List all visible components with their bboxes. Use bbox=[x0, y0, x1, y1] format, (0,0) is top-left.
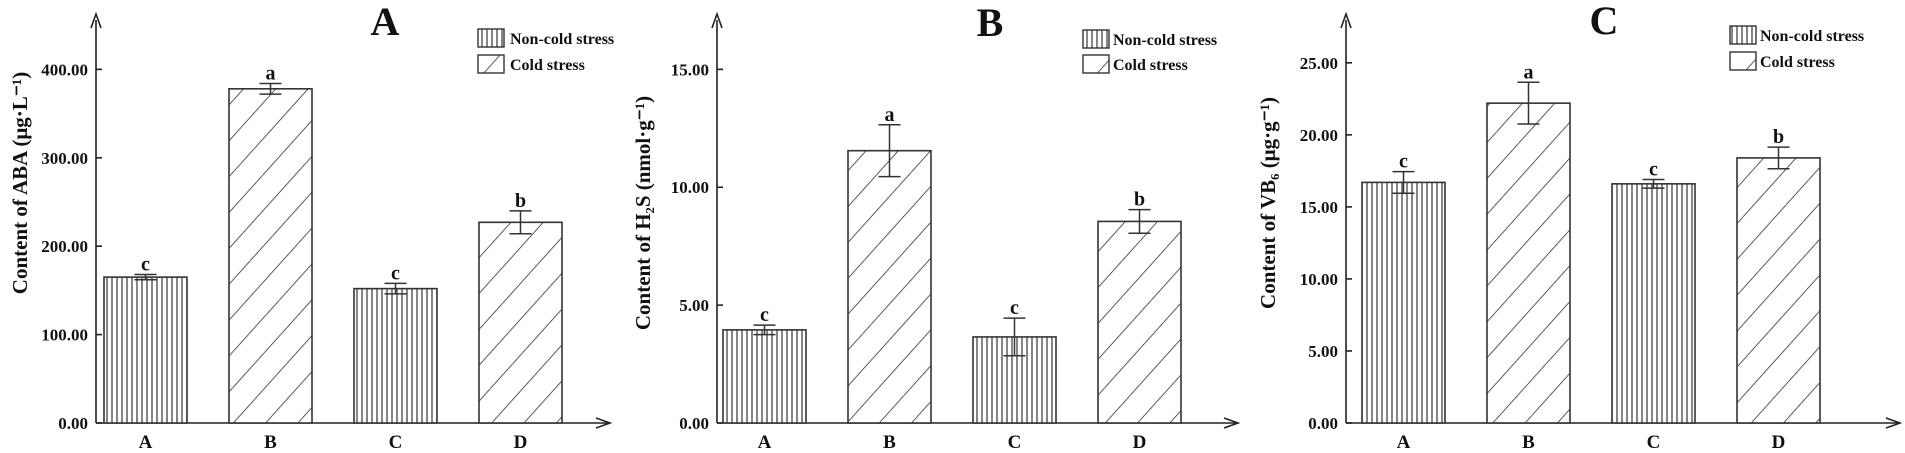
panel-title: A bbox=[371, 0, 400, 44]
significance-label: c bbox=[1399, 151, 1408, 173]
y-tick-label: 100.00 bbox=[41, 326, 88, 345]
y-tick-label: 400.00 bbox=[41, 60, 88, 79]
x-tick-label: B bbox=[1522, 432, 1535, 453]
bar-C bbox=[353, 287, 438, 424]
significance-label: c bbox=[1010, 297, 1019, 319]
y-tick-label: 200.00 bbox=[41, 237, 88, 256]
y-tick-label: 0.00 bbox=[679, 414, 709, 433]
bar-B bbox=[1486, 102, 1571, 424]
significance-label: a bbox=[885, 104, 895, 126]
y-tick-label: 0.00 bbox=[58, 414, 88, 433]
y-axis-label: Content of ABA (μg·L⁻¹) bbox=[8, 72, 32, 294]
bar-B bbox=[228, 88, 313, 424]
legend-swatch-cold bbox=[477, 54, 505, 74]
y-tick-label: 5.00 bbox=[1308, 342, 1338, 361]
y-axis-arrow bbox=[1340, 11, 1352, 29]
significance-label: b bbox=[1134, 189, 1145, 211]
panel-B: Content of H₂S (nmol·g⁻¹) B Non-cold str… bbox=[631, 0, 1241, 453]
legend: Non-cold stress Cold stress bbox=[1082, 29, 1217, 74]
y-tick-label: 20.00 bbox=[1300, 126, 1338, 145]
y-axis-arrow bbox=[711, 11, 723, 29]
legend: Non-cold stress Cold stress bbox=[477, 28, 614, 74]
significance-label: a bbox=[266, 63, 276, 85]
y-axis-label: Content of H₂S (nmol·g⁻¹) bbox=[631, 96, 655, 330]
panel-title: C bbox=[1590, 0, 1619, 43]
bar-B bbox=[847, 149, 932, 424]
legend-swatch-cold bbox=[1082, 54, 1110, 74]
y-tick-label: 300.00 bbox=[41, 149, 88, 168]
bar-D bbox=[478, 221, 563, 424]
x-tick-label: C bbox=[1647, 432, 1661, 453]
legend-label-non-cold: Non-cold stress bbox=[1760, 28, 1864, 45]
bar-D bbox=[1736, 157, 1821, 424]
x-tick-label: C bbox=[389, 432, 403, 453]
x-axis-arrow bbox=[1223, 417, 1241, 429]
panel-C: Content of VB₆ (μg·g⁻¹) C Non-cold stres… bbox=[1256, 0, 1903, 453]
legend-label-cold: Cold stress bbox=[1113, 57, 1188, 74]
y-axis-label: Content of VB₆ (μg·g⁻¹) bbox=[1256, 97, 1280, 309]
x-axis-arrow bbox=[1885, 417, 1903, 429]
significance-label: c bbox=[1649, 159, 1658, 181]
legend-swatch-cold bbox=[1729, 51, 1757, 71]
legend-swatch-non-cold bbox=[1082, 29, 1110, 49]
x-tick-label: B bbox=[883, 432, 896, 453]
legend-swatch-non-cold bbox=[1729, 25, 1757, 45]
legend-label-non-cold: Non-cold stress bbox=[510, 31, 614, 48]
panel-title: B bbox=[977, 0, 1004, 45]
y-tick-label: 25.00 bbox=[1300, 54, 1338, 73]
y-tick-label: 15.00 bbox=[671, 60, 709, 79]
bar-A bbox=[103, 276, 188, 424]
x-tick-label: C bbox=[1008, 432, 1022, 453]
y-axis-arrow bbox=[90, 11, 102, 29]
x-tick-label: D bbox=[514, 432, 528, 453]
legend-swatch-non-cold bbox=[477, 28, 505, 48]
significance-label: c bbox=[391, 262, 400, 284]
panel-A: Content of ABA (μg·L⁻¹) A Non-cold stres… bbox=[8, 0, 614, 453]
x-axis-arrow bbox=[595, 417, 613, 429]
bar-D bbox=[1097, 220, 1182, 424]
significance-label: a bbox=[1524, 61, 1534, 83]
significance-label: c bbox=[141, 253, 150, 275]
bar-A bbox=[722, 329, 807, 424]
y-tick-label: 5.00 bbox=[679, 296, 709, 315]
y-tick-label: 0.00 bbox=[1308, 414, 1338, 433]
bar-A bbox=[1361, 181, 1446, 424]
y-tick-label: 15.00 bbox=[1300, 198, 1338, 217]
x-tick-label: D bbox=[1133, 432, 1147, 453]
legend-label-cold: Cold stress bbox=[1760, 54, 1835, 71]
x-tick-label: A bbox=[758, 432, 772, 453]
significance-label: c bbox=[760, 304, 769, 326]
legend: Non-cold stress Cold stress bbox=[1729, 25, 1864, 71]
x-tick-label: B bbox=[264, 432, 277, 453]
legend-label-non-cold: Non-cold stress bbox=[1113, 32, 1217, 49]
significance-label: b bbox=[515, 190, 526, 212]
legend-label-cold: Cold stress bbox=[510, 57, 585, 74]
x-tick-label: A bbox=[139, 432, 153, 453]
y-tick-label: 10.00 bbox=[671, 178, 709, 197]
y-tick-label: 10.00 bbox=[1300, 270, 1338, 289]
x-tick-label: A bbox=[1397, 432, 1411, 453]
x-tick-label: D bbox=[1772, 432, 1786, 453]
significance-label: b bbox=[1773, 126, 1784, 148]
bar-C bbox=[1611, 183, 1696, 424]
